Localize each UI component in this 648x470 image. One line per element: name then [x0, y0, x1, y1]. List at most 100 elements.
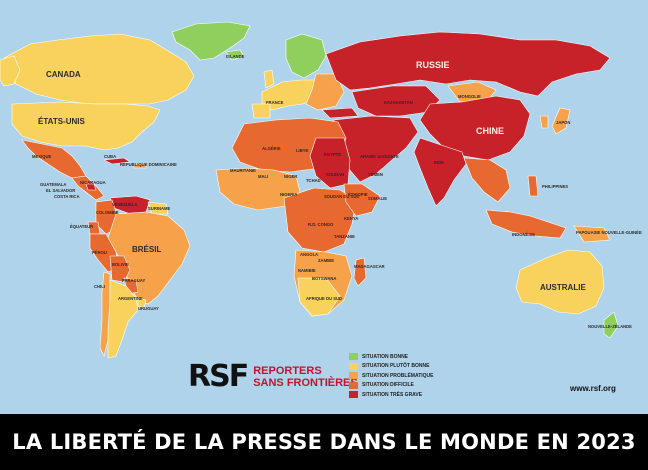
label-botswana: BOTSWANA — [312, 276, 336, 281]
iceland — [225, 49, 245, 61]
horn-africa — [343, 183, 381, 217]
label-angola: ANGOLA — [300, 252, 318, 257]
label-arabie-saoudite: ARABIE SAOUDITE — [360, 154, 399, 159]
iberia — [251, 103, 271, 119]
legend-label: SITUATION PLUTÔT BONNE — [362, 363, 430, 370]
label-el-salvador: EL SALVADOR — [46, 188, 75, 193]
egypt-sudan — [309, 137, 351, 189]
cuba — [102, 157, 131, 165]
legend-item: SITUATION TRÈS GRAVE — [349, 390, 469, 400]
legend: SITUATION BONNE SITUATION PLUTÔT BONNE SIT… — [349, 352, 469, 400]
legend-swatch — [349, 353, 358, 361]
mongolia — [447, 81, 497, 103]
china — [419, 95, 531, 161]
southeast-asia — [463, 157, 511, 203]
madagascar — [353, 257, 367, 287]
label-nouvelle-zelande: NOUVELLE-ZÉLANDE — [588, 324, 632, 329]
legend-item: SITUATION DIFFICILE — [349, 381, 469, 391]
label-papouasie: PAPOUASIE NOUVELLE-GUINÉE — [576, 230, 642, 235]
central-africa — [283, 187, 357, 253]
label-soudan-du-sud: SOUDAN DU SUD — [324, 194, 359, 199]
label-chine: CHINE — [476, 126, 504, 136]
legend-item: SITUATION PLUTÔT BONNE — [349, 362, 469, 372]
rsf-logo-line1: REPORTERS — [253, 365, 322, 377]
label-colombie: COLOMBIE — [96, 210, 119, 215]
scandinavia — [285, 33, 327, 79]
india — [413, 137, 467, 207]
greenland — [171, 21, 251, 61]
label-nicaragua: NICARAGUA — [80, 180, 106, 185]
alaska — [0, 55, 21, 87]
legend-label: SITUATION BONNE — [362, 353, 409, 360]
legend-label: SITUATION DIFFICILE — [362, 382, 414, 389]
indonesia — [485, 209, 567, 239]
argentina — [107, 279, 139, 359]
rsf-logo-mark: RSF — [188, 359, 249, 394]
label-islande: ISLANDE — [226, 54, 245, 59]
legend-swatch — [349, 362, 358, 370]
philippines — [527, 175, 539, 197]
label-canada: CANADA — [46, 70, 81, 79]
label-venezuela: VENEZUELA — [112, 202, 137, 207]
australia — [515, 249, 605, 315]
rsf-logo-text: REPORTERS SANS FRONTIÈRES — [253, 365, 358, 389]
label-perou: PÉROU — [92, 250, 107, 255]
new-zealand — [603, 311, 619, 339]
label-niger: NIGER — [284, 174, 297, 179]
label-nigeria: NIGERIA — [280, 192, 297, 197]
label-kazakhstan: KAZAKHSTAN — [384, 100, 413, 105]
guianas — [147, 201, 169, 215]
world-map: CANADA ÉTATS-UNIS MEXIQUE CUBA RÉPUBLIQU… — [0, 21, 642, 359]
label-mongolie: MONGOLIE — [458, 94, 481, 99]
label-france: FRANCE — [266, 100, 284, 105]
turkey — [321, 107, 359, 119]
rsf-logo-line2: SANS FRONTIÈRES — [253, 377, 358, 389]
label-etats-unis: ÉTATS-UNIS — [38, 117, 85, 126]
south-africa — [297, 277, 341, 317]
website-url[interactable]: www.rsf.org — [570, 384, 616, 393]
nicaragua — [85, 183, 97, 191]
legend-item: SITUATION BONNE — [349, 352, 469, 362]
label-namibie: NAMIBIE — [298, 268, 316, 273]
label-equateur: ÉQUATEUR — [70, 224, 93, 229]
label-soudan: SOUDAN — [326, 172, 344, 177]
label-guatemala: GUATEMALA — [40, 182, 66, 187]
label-rd-congo: R.D. CONGO — [308, 222, 334, 227]
papua — [573, 225, 611, 243]
label-ethiopie: ÉTHIOPIE — [348, 192, 368, 197]
page-title: LA LIBERTÉ DE LA PRESSE DANS LE MONDE EN… — [12, 430, 636, 454]
label-yemen: YÉMEN — [368, 172, 383, 177]
label-algerie: ALGÉRIE — [262, 146, 281, 151]
label-libye: LIBYE — [296, 148, 309, 153]
label-inde: INDE — [434, 160, 444, 165]
label-argentine: ARGENTINE — [118, 296, 143, 301]
label-japon: JAPON — [556, 120, 570, 125]
usa — [11, 101, 161, 151]
label-mexique: MEXIQUE — [32, 154, 52, 159]
label-afrique-du-sud: AFRIQUE DU SUD — [306, 296, 342, 301]
legend-swatch — [349, 381, 358, 389]
legend-label: SITUATION PROBLÉMATIQUE — [362, 372, 434, 379]
label-rep-dominicaine: RÉPUBLIQUE DOMINICAINE — [120, 162, 177, 167]
label-tchad: TCHAD — [306, 178, 321, 183]
label-somalie: SOMALIE — [368, 196, 387, 201]
label-russie: RUSSIE — [416, 60, 450, 70]
label-cuba: CUBA — [104, 154, 116, 159]
label-egypte: ÉGYPTE — [324, 152, 341, 157]
legend-swatch — [349, 372, 358, 380]
label-chili: CHILI — [94, 284, 105, 289]
japan — [551, 107, 571, 135]
legend-item: SITUATION PROBLÉMATIQUE — [349, 371, 469, 381]
uk — [263, 69, 275, 89]
label-indonesie: INDONÉSIE — [512, 232, 535, 237]
label-bolivie: BOLIVIE — [112, 262, 129, 267]
label-madagascar: MADAGASCAR — [354, 264, 385, 269]
label-uruguay: URUGUAY — [138, 306, 159, 311]
label-costa-rica: COSTA RICA — [54, 194, 80, 199]
label-suriname: SURINAME — [148, 206, 171, 211]
label-zambie: ZAMBIE — [318, 258, 334, 263]
label-mali: MALI — [258, 174, 268, 179]
korea — [539, 115, 549, 129]
label-australie: AUSTRALIE — [540, 283, 586, 292]
canada — [3, 33, 195, 105]
